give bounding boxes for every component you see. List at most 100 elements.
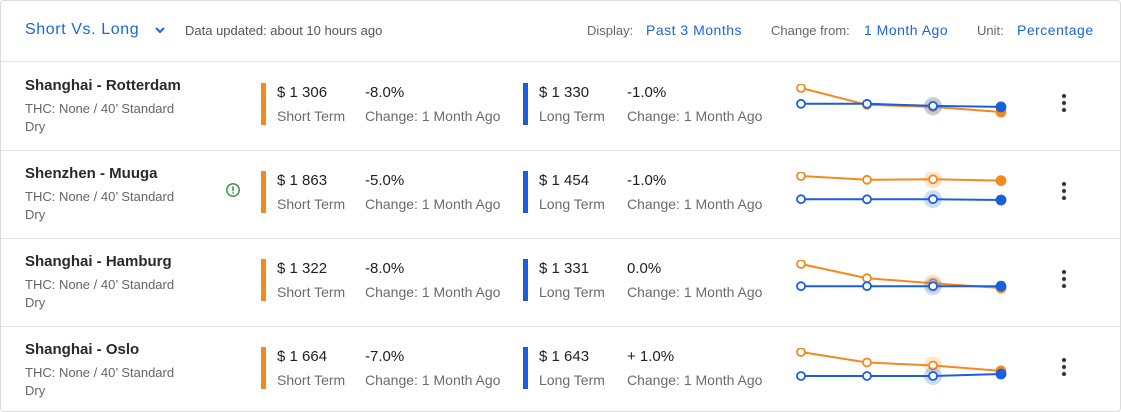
short-trend-point bbox=[995, 175, 1007, 187]
long-trend-point bbox=[796, 194, 806, 205]
short-term-price: $ 1 322 bbox=[277, 260, 328, 277]
long-trend-point bbox=[995, 280, 1007, 292]
route-row: Shanghai - Oslo THC: None / 40’ Standard… bbox=[1, 326, 1120, 411]
display-label: Display: bbox=[587, 23, 634, 38]
short-term-change-from: Change: 1 Month Ago bbox=[365, 284, 501, 300]
short-term-change: -5.0% bbox=[365, 172, 405, 189]
long-term-change-from: Change: 1 Month Ago bbox=[627, 196, 763, 212]
route-name: Shanghai - Hamburg bbox=[25, 253, 172, 270]
short-trend-point bbox=[928, 174, 938, 185]
short-term-label: Short Term bbox=[277, 108, 346, 124]
short-term-change: -8.0% bbox=[365, 84, 405, 101]
long-term-price: $ 1 331 bbox=[539, 260, 590, 277]
route-name: Shanghai - Rotterdam bbox=[25, 77, 181, 94]
change-from-label: Change from: bbox=[771, 23, 850, 38]
card-header: Short Vs. Long Data updated: about 10 ho… bbox=[1, 1, 1120, 62]
long-trend-point bbox=[796, 371, 806, 381]
long-term-indicator-bar bbox=[523, 259, 528, 301]
long-term-change: + 1.0% bbox=[627, 348, 675, 365]
short-term-label: Short Term bbox=[277, 284, 346, 300]
route-description: THC: None / 40’ Standard Dry bbox=[25, 277, 175, 310]
trend-sparkline[interactable] bbox=[791, 172, 1011, 212]
more-vert-icon[interactable] bbox=[1055, 356, 1073, 378]
long-trend-point bbox=[862, 371, 872, 381]
short-term-label: Short Term bbox=[277, 372, 346, 388]
long-term-indicator-bar bbox=[523, 171, 528, 213]
short-trend-point bbox=[796, 84, 806, 93]
short-trend-point bbox=[862, 357, 872, 368]
route-name: Shanghai - Oslo bbox=[25, 341, 140, 358]
unit-dropdown[interactable]: Percentage bbox=[1017, 22, 1094, 38]
long-term-label: Long Term bbox=[539, 108, 605, 124]
long-term-indicator-bar bbox=[523, 83, 528, 125]
long-term-change-from: Change: 1 Month Ago bbox=[627, 108, 763, 124]
long-trend-point bbox=[928, 281, 938, 292]
short-term-change-from: Change: 1 Month Ago bbox=[365, 196, 501, 212]
more-vert-icon[interactable] bbox=[1055, 268, 1073, 290]
long-term-change-from: Change: 1 Month Ago bbox=[627, 284, 763, 300]
short-term-change: -8.0% bbox=[365, 260, 405, 277]
long-term-label: Long Term bbox=[539, 196, 605, 212]
short-trend-point bbox=[796, 348, 806, 357]
data-updated-text: Data updated: about 10 hours ago bbox=[185, 23, 383, 38]
short-term-indicator-bar bbox=[261, 83, 266, 125]
long-trend-point bbox=[928, 371, 938, 381]
route-row: Shanghai - Hamburg THC: None / 40’ Stand… bbox=[1, 238, 1120, 327]
long-trend-point bbox=[928, 194, 938, 205]
route-name: Shenzhen - Muuga bbox=[25, 165, 158, 182]
route-row: Shanghai - Rotterdam THC: None / 40’ Sta… bbox=[1, 62, 1120, 151]
long-term-label: Long Term bbox=[539, 372, 605, 388]
long-term-change: 0.0% bbox=[627, 260, 662, 277]
short-trend-point bbox=[796, 172, 806, 181]
long-trend-point bbox=[862, 194, 872, 205]
short-trend-line bbox=[800, 175, 1002, 182]
short-term-change: -7.0% bbox=[365, 348, 405, 365]
unit-label: Unit: bbox=[977, 23, 1004, 38]
long-trend-point bbox=[995, 101, 1007, 113]
trend-sparkline[interactable] bbox=[791, 84, 1011, 124]
chevron-down-icon[interactable] bbox=[153, 23, 167, 42]
long-trend-point bbox=[796, 98, 806, 109]
long-term-indicator-bar bbox=[523, 347, 528, 389]
route-description: THC: None / 40’ Standard Dry bbox=[25, 101, 175, 134]
long-trend-point bbox=[995, 194, 1007, 206]
long-trend-point bbox=[995, 368, 1007, 380]
trend-sparkline[interactable] bbox=[791, 348, 1011, 388]
route-description: THC: None / 40’ Standard Dry bbox=[25, 365, 175, 398]
short-trend-point bbox=[928, 360, 938, 371]
long-term-label: Long Term bbox=[539, 284, 605, 300]
short-term-price: $ 1 664 bbox=[277, 348, 328, 365]
long-trend-point bbox=[796, 281, 806, 292]
short-term-label: Short Term bbox=[277, 196, 346, 212]
change-from-dropdown[interactable]: 1 Month Ago bbox=[864, 22, 949, 38]
route-description: THC: None / 40’ Standard Dry bbox=[25, 189, 175, 222]
short-trend-line bbox=[800, 263, 1002, 289]
long-term-price: $ 1 454 bbox=[539, 172, 590, 189]
long-term-change: -1.0% bbox=[627, 172, 667, 189]
long-trend-point bbox=[862, 281, 872, 292]
trend-sparkline[interactable] bbox=[791, 260, 1011, 300]
display-dropdown[interactable]: Past 3 Months bbox=[646, 22, 742, 38]
long-term-change-from: Change: 1 Month Ago bbox=[627, 372, 763, 388]
short-trend-point bbox=[796, 260, 806, 269]
short-trend-point bbox=[862, 273, 872, 284]
short-term-indicator-bar bbox=[261, 259, 266, 301]
long-term-change: -1.0% bbox=[627, 84, 667, 101]
short-term-price: $ 1 306 bbox=[277, 84, 328, 101]
short-trend-line bbox=[800, 351, 1002, 372]
short-term-change-from: Change: 1 Month Ago bbox=[365, 372, 501, 388]
short-term-indicator-bar bbox=[261, 171, 266, 213]
long-trend-point bbox=[928, 100, 938, 111]
short-trend-point bbox=[862, 174, 872, 185]
view-selector-title[interactable]: Short Vs. Long bbox=[25, 21, 140, 38]
long-trend-point bbox=[862, 98, 872, 109]
long-term-price: $ 1 643 bbox=[539, 348, 590, 365]
short-term-price: $ 1 863 bbox=[277, 172, 328, 189]
short-term-change-from: Change: 1 Month Ago bbox=[365, 108, 501, 124]
alert-circle-icon[interactable] bbox=[225, 182, 241, 203]
long-term-price: $ 1 330 bbox=[539, 84, 590, 101]
short-term-indicator-bar bbox=[261, 347, 266, 389]
more-vert-icon[interactable] bbox=[1055, 180, 1073, 202]
more-vert-icon[interactable] bbox=[1055, 92, 1073, 114]
